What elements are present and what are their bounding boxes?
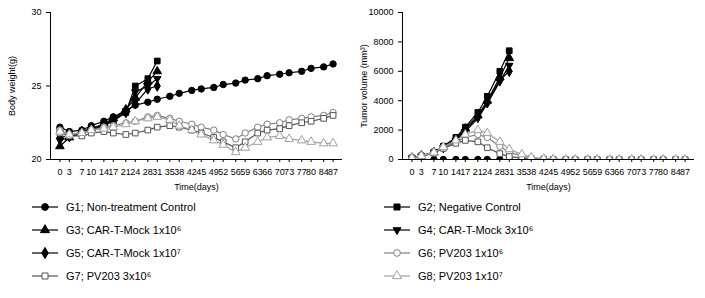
svg-text:63: 63 [252,166,263,177]
svg-text:0: 0 [388,154,393,164]
svg-text:10: 10 [86,167,96,177]
svg-text:2000: 2000 [373,125,393,135]
svg-text:52: 52 [570,167,580,177]
html-text:G3; CAR-T-Mock 1x10⁶: G3; CAR-T-Mock 1x10⁶ [66,223,182,236]
svg-text:87: 87 [328,167,338,177]
svg-text:31: 31 [152,167,162,177]
svg-text:59: 59 [592,167,602,177]
svg-text:21: 21 [472,166,483,177]
svg-text:0: 0 [57,167,62,177]
svg-text:80: 80 [306,167,316,177]
html-text:G7; PV203 3x10⁶: G7; PV203 3x10⁶ [66,269,152,282]
svg-text:4000: 4000 [373,96,393,106]
svg-text:49: 49 [208,166,219,177]
svg-text:73: 73 [284,167,294,177]
svg-text:25: 25 [31,81,41,91]
svg-text:24: 24 [482,167,492,177]
svg-text:66: 66 [614,167,624,177]
svg-text:Body weight(g): Body weight(g) [7,56,17,116]
svg-text:6000: 6000 [373,66,393,76]
svg-text:28: 28 [142,166,153,177]
svg-text:63: 63 [604,166,615,177]
svg-text:38: 38 [174,167,184,177]
svg-text:66: 66 [262,167,272,177]
svg-text:20: 20 [31,154,41,164]
svg-text:70: 70 [626,166,637,177]
html-text:G5; CAR-T-Mock 1x10⁷: G5; CAR-T-Mock 1x10⁷ [66,246,181,259]
html-text:G2; Negative Control: G2; Negative Control [418,200,521,213]
svg-text:Time(days): Time(days) [526,182,571,192]
svg-text:77: 77 [296,166,307,177]
svg-text:21: 21 [120,166,131,177]
html-text:G8; PV203 1x10⁷: G8; PV203 1x10⁷ [418,269,503,282]
svg-text:7: 7 [79,167,84,177]
svg-text:42: 42 [186,166,197,177]
svg-text:49: 49 [560,166,571,177]
svg-text:84: 84 [318,166,329,177]
html-text:G6; PV203 1x10⁶: G6; PV203 1x10⁶ [418,246,504,259]
svg-text:45: 45 [196,167,206,177]
svg-text:Time(days): Time(days) [174,182,219,192]
svg-text:84: 84 [670,166,681,177]
svg-text:Tumor volume (mm³): Tumor volume (mm³) [359,44,369,128]
svg-text:73: 73 [636,167,646,177]
svg-text:38: 38 [526,167,536,177]
svg-text:28: 28 [494,166,505,177]
svg-text:3: 3 [67,167,72,177]
svg-text:35: 35 [164,166,175,177]
svg-text:8000: 8000 [373,37,393,47]
svg-text:10: 10 [438,167,448,177]
svg-text:17: 17 [460,167,470,177]
svg-text:10000: 10000 [368,7,393,17]
svg-text:17: 17 [108,167,118,177]
svg-text:3: 3 [419,167,424,177]
html-text:G1; Non-treatment Control: G1; Non-treatment Control [66,200,196,213]
svg-text:70: 70 [274,166,285,177]
svg-text:56: 56 [582,166,593,177]
svg-text:30: 30 [31,7,41,17]
svg-text:14: 14 [450,166,461,177]
svg-text:7: 7 [431,167,436,177]
svg-text:87: 87 [680,167,690,177]
svg-text:45: 45 [548,167,558,177]
svg-text:56: 56 [230,166,241,177]
svg-text:42: 42 [538,166,549,177]
svg-text:52: 52 [218,167,228,177]
svg-text:80: 80 [658,167,668,177]
svg-text:14: 14 [98,166,109,177]
svg-text:24: 24 [130,167,140,177]
svg-text:59: 59 [240,167,250,177]
svg-text:0: 0 [409,167,414,177]
svg-text:31: 31 [504,167,514,177]
svg-text:77: 77 [648,166,659,177]
html-text:G4; CAR-T-Mock 3x10⁶: G4; CAR-T-Mock 3x10⁶ [418,223,534,236]
svg-text:35: 35 [516,166,527,177]
